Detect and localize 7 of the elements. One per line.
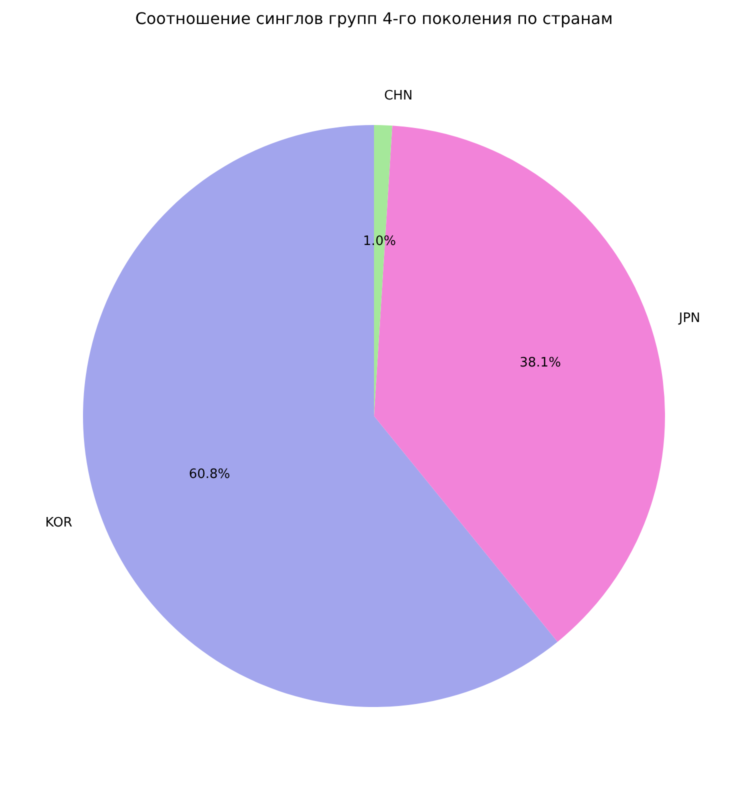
slice-label: CHN [384,88,413,104]
data-label: 60.8% [188,466,230,482]
data-label: 38.1% [520,355,561,370]
chart-title: Соотношение синглов групп 4-го поколения по странам [135,9,613,28]
slice-label: KOR [45,516,72,531]
data-label: 1.0% [362,234,396,250]
slice-label: JPN [678,310,700,326]
